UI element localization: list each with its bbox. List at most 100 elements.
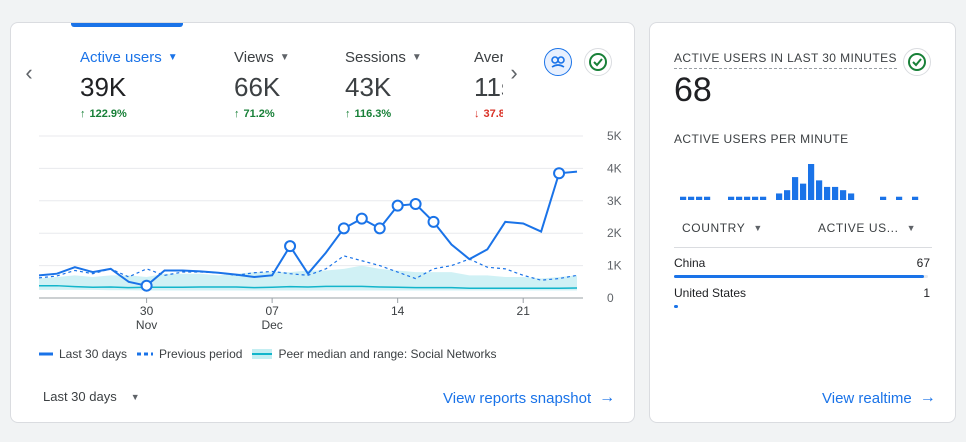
data-point (553, 167, 566, 180)
data-point (391, 199, 404, 212)
realtime-card: ACTIVE USERS IN LAST 30 MINUTES 68 ACTIV… (649, 22, 956, 423)
minute-bar (680, 196, 687, 200)
minute-bar (880, 196, 887, 200)
metric-change-value: 122.9% (89, 108, 127, 120)
arrow-up-icon: ↑ (80, 108, 86, 120)
country-column-header[interactable]: COUNTRY ▼ (682, 221, 763, 235)
minute-bar (704, 196, 711, 200)
x-tick-label: 14 (391, 304, 405, 318)
peer-median-line (39, 284, 578, 290)
per-minute-label: ACTIVE USERS PER MINUTE (674, 132, 849, 146)
check-circle-icon[interactable] (903, 48, 931, 76)
legend-label: Peer median and range: Social Networks (278, 347, 497, 361)
metric-label: Average engagement time▼ (474, 47, 503, 67)
caret-down-icon: ▼ (167, 51, 178, 63)
metric-value: 39K (80, 72, 127, 102)
country-table-header: COUNTRY ▼ ACTIVE US... ▼ (674, 206, 932, 248)
y-tick-label: 1K (607, 259, 622, 273)
legend-peer-range: Peer median and range: Social Networks (252, 347, 497, 361)
column-label: COUNTRY (682, 221, 746, 235)
data-point (373, 222, 386, 235)
realtime-title[interactable]: ACTIVE USERS IN LAST 30 MINUTES (674, 51, 897, 69)
arrow-up-icon: ↑ (234, 108, 240, 120)
active-tab-indicator (71, 23, 183, 27)
legend-last-30-days: Last 30 days (39, 347, 127, 361)
metric-value: 66K (234, 72, 281, 102)
x-tick-label: 30 (140, 304, 154, 318)
date-range-label: Last 30 days (43, 389, 117, 404)
minute-bar (848, 193, 855, 200)
realtime-active-users-value: 68 (674, 71, 712, 109)
x-tick-sublabel: Dec (261, 318, 282, 332)
minute-bar (840, 190, 847, 200)
caret-down-icon: ▼ (130, 391, 140, 402)
previous-period-line (39, 255, 578, 281)
minute-bar (816, 180, 823, 200)
data-point (355, 212, 368, 225)
metric-change: ↑ 122.9% (80, 108, 200, 120)
data-point (427, 215, 440, 228)
view-reports-snapshot-link[interactable]: View reports snapshot → (443, 389, 615, 407)
metric-value: 11s (474, 72, 503, 102)
minute-bar (784, 190, 791, 200)
check-circle-icon[interactable] (584, 48, 612, 76)
minute-bar (832, 186, 839, 200)
caret-down-icon: ▼ (906, 223, 917, 233)
y-tick-label: 2K (607, 226, 622, 240)
chart-legend: Last 30 days Previous period Peer median… (39, 347, 507, 361)
metric-tab-0[interactable]: Active users ▼ 39K ↑ 122.9% (80, 47, 200, 121)
date-range-select[interactable]: Last 30 days ▼ (43, 389, 140, 404)
y-tick-label: 4K (607, 161, 622, 175)
metric-label: Active users ▼ (80, 47, 200, 67)
country-users: 67 (916, 256, 930, 270)
last-30-days-line (39, 170, 578, 287)
data-point (337, 222, 350, 235)
metric-label-text: Average engagement time (474, 48, 503, 66)
chevron-right-icon[interactable]: › (510, 60, 518, 85)
legend-label: Last 30 days (59, 347, 128, 361)
x-tick-label: 21 (517, 304, 531, 318)
metric-change-value: 37.8% (483, 108, 504, 120)
minute-bar (912, 196, 919, 200)
country-name: China (674, 256, 706, 270)
y-tick-label: 0 (607, 291, 614, 305)
metric-change: ↑ 71.2% (234, 108, 354, 120)
share-bar (674, 305, 678, 308)
metric-label-text: Views (234, 48, 274, 66)
active-users-column-header[interactable]: ACTIVE US... ▼ (818, 221, 916, 235)
minute-bar (728, 196, 735, 200)
arrow-up-icon: ↑ (345, 108, 351, 120)
metric-label-text: Active users (80, 48, 162, 66)
solid-line-swatch (39, 352, 53, 356)
metric-change-value: 71.2% (243, 108, 275, 120)
legend-label: Previous period (159, 347, 243, 361)
metric-label: Views ▼ (234, 47, 354, 67)
y-tick-label: 3K (607, 194, 622, 208)
chevron-left-icon[interactable]: ‹ (25, 60, 33, 85)
caret-down-icon: ▼ (411, 51, 422, 63)
insights-icon[interactable] (544, 48, 572, 76)
minute-bar (688, 196, 695, 200)
per-minute-bar-chart (680, 164, 919, 200)
reports-snapshot-card: ‹ Active users ▼ 39K ↑ 122.9% Views ▼ 66K ↑ 71.2%… (10, 22, 635, 423)
metric-change: ↓37.8% (474, 108, 503, 120)
metric-label-text: Sessions (345, 48, 406, 66)
country-users: 1 (923, 286, 930, 300)
metric-tab-1[interactable]: Views ▼ 66K ↑ 71.2% (234, 47, 354, 121)
metric-tab-3[interactable]: Average engagement time▼ 11s ↓37.8% (474, 47, 503, 121)
data-point (409, 198, 422, 211)
share-bar (674, 275, 925, 278)
minute-bar (800, 183, 807, 200)
minute-bar (696, 196, 703, 200)
view-realtime-link[interactable]: View realtime → (822, 389, 936, 407)
metric-value: 43K (345, 72, 392, 102)
minute-bar (752, 196, 759, 200)
data-point (284, 240, 297, 253)
x-tick-label: 07 (265, 304, 279, 318)
minute-bar (776, 193, 783, 200)
arrow-down-icon: ↓ (474, 108, 480, 120)
link-label: View reports snapshot (443, 389, 592, 407)
legend-previous-period: Previous period (137, 347, 242, 361)
metric-tab-2[interactable]: Sessions ▼ 43K ↑ 116.3% (345, 47, 465, 121)
